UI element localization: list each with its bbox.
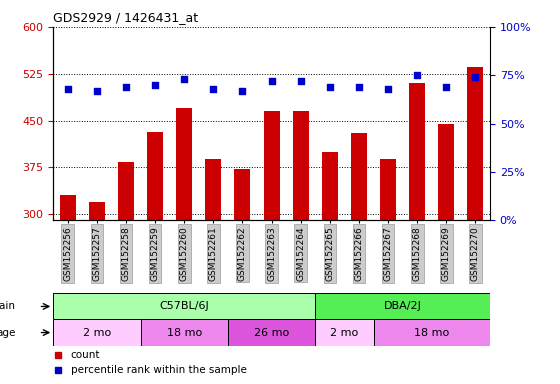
Bar — [235, 169, 250, 220]
Bar — [176, 108, 192, 220]
Point — [296, 78, 305, 84]
Bar — [380, 159, 396, 220]
Point — [151, 82, 160, 88]
Bar — [118, 162, 134, 220]
Point — [209, 86, 218, 92]
Text: C57BL/6J: C57BL/6J — [160, 301, 209, 311]
Text: 26 mo: 26 mo — [254, 328, 289, 338]
Bar — [322, 152, 338, 220]
Bar — [315, 319, 374, 346]
Point — [442, 84, 451, 90]
Bar — [60, 195, 76, 220]
Bar — [374, 319, 490, 346]
Text: 18 mo: 18 mo — [167, 328, 202, 338]
Text: DBA/2J: DBA/2J — [384, 301, 422, 311]
Point — [325, 84, 334, 90]
Text: age: age — [0, 328, 15, 338]
Bar — [438, 124, 454, 220]
Bar — [264, 111, 279, 220]
Bar — [293, 111, 309, 220]
Bar — [53, 293, 315, 319]
Point — [413, 72, 422, 78]
Point — [238, 88, 247, 94]
Text: 2 mo: 2 mo — [330, 328, 358, 338]
Bar — [315, 293, 490, 319]
Text: GDS2929 / 1426431_at: GDS2929 / 1426431_at — [53, 11, 198, 24]
Bar — [53, 319, 141, 346]
Text: 18 mo: 18 mo — [414, 328, 449, 338]
Bar — [89, 202, 105, 220]
Bar — [409, 83, 425, 220]
Point — [384, 86, 393, 92]
Bar — [228, 319, 315, 346]
Bar — [468, 68, 483, 220]
Bar — [141, 319, 228, 346]
Point — [471, 74, 480, 80]
Point — [180, 76, 189, 82]
Text: count: count — [71, 350, 100, 360]
Point — [63, 86, 72, 92]
Point — [122, 84, 130, 90]
Bar — [147, 132, 163, 220]
Text: percentile rank within the sample: percentile rank within the sample — [71, 366, 246, 376]
Text: strain: strain — [0, 301, 15, 311]
Point — [354, 84, 363, 90]
Bar — [206, 159, 221, 220]
Point — [267, 78, 276, 84]
Point — [92, 88, 101, 94]
Bar — [351, 133, 367, 220]
Text: 2 mo: 2 mo — [83, 328, 111, 338]
